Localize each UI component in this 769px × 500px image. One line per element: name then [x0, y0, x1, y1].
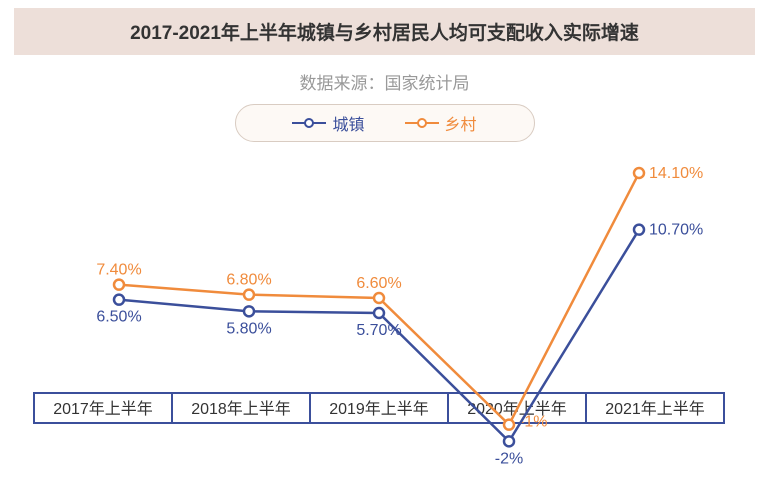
data-point-urban	[114, 295, 124, 305]
legend-label-urban: 城镇	[332, 111, 364, 135]
data-label-rural: 6.80%	[226, 272, 271, 289]
legend-item-urban: 城镇	[292, 111, 364, 135]
legend-marker-urban	[304, 118, 314, 128]
data-label-rural: 7.40%	[96, 262, 141, 279]
legend-line-urban	[292, 122, 326, 124]
data-point-rural	[504, 420, 514, 430]
data-label-urban: 5.80%	[226, 320, 271, 337]
legend-marker-rural	[417, 118, 427, 128]
data-point-urban	[374, 308, 384, 318]
data-point-rural	[634, 168, 644, 178]
data-label-rural: 14.10%	[649, 165, 703, 182]
data-point-rural	[244, 290, 254, 300]
x-axis-label: 2018年上半年	[191, 400, 291, 418]
data-label-urban: 5.70%	[356, 322, 401, 339]
x-axis-label: 2019年上半年	[329, 400, 429, 418]
data-point-rural	[374, 293, 384, 303]
legend-label-rural: 乡村	[445, 111, 477, 135]
plot-area: 2017年上半年2018年上半年2019年上半年2020年上半年2021年上半年…	[14, 148, 755, 478]
x-axis-label: 2017年上半年	[53, 400, 153, 418]
legend: 城镇 乡村	[235, 104, 535, 142]
data-point-urban	[244, 306, 254, 316]
legend-item-rural: 乡村	[405, 111, 477, 135]
data-label-urban: 10.70%	[649, 222, 703, 239]
data-point-rural	[114, 280, 124, 290]
line-chart-svg: 2017年上半年2018年上半年2019年上半年2020年上半年2021年上半年…	[14, 148, 734, 478]
data-label-urban: 6.50%	[96, 309, 141, 326]
data-point-urban	[504, 436, 514, 446]
chart-container: 2017-2021年上半年城镇与乡村居民人均可支配收入实际增速 数据来源：国家统…	[0, 0, 769, 500]
legend-line-rural	[405, 122, 439, 124]
data-point-urban	[634, 225, 644, 235]
data-label-rural: 6.60%	[356, 275, 401, 292]
data-label-urban: -2%	[495, 450, 523, 467]
x-axis-label: 2021年上半年	[605, 400, 705, 418]
data-source: 数据来源：国家统计局	[14, 69, 755, 94]
chart-title: 2017-2021年上半年城镇与乡村居民人均可支配收入实际增速	[14, 8, 755, 55]
